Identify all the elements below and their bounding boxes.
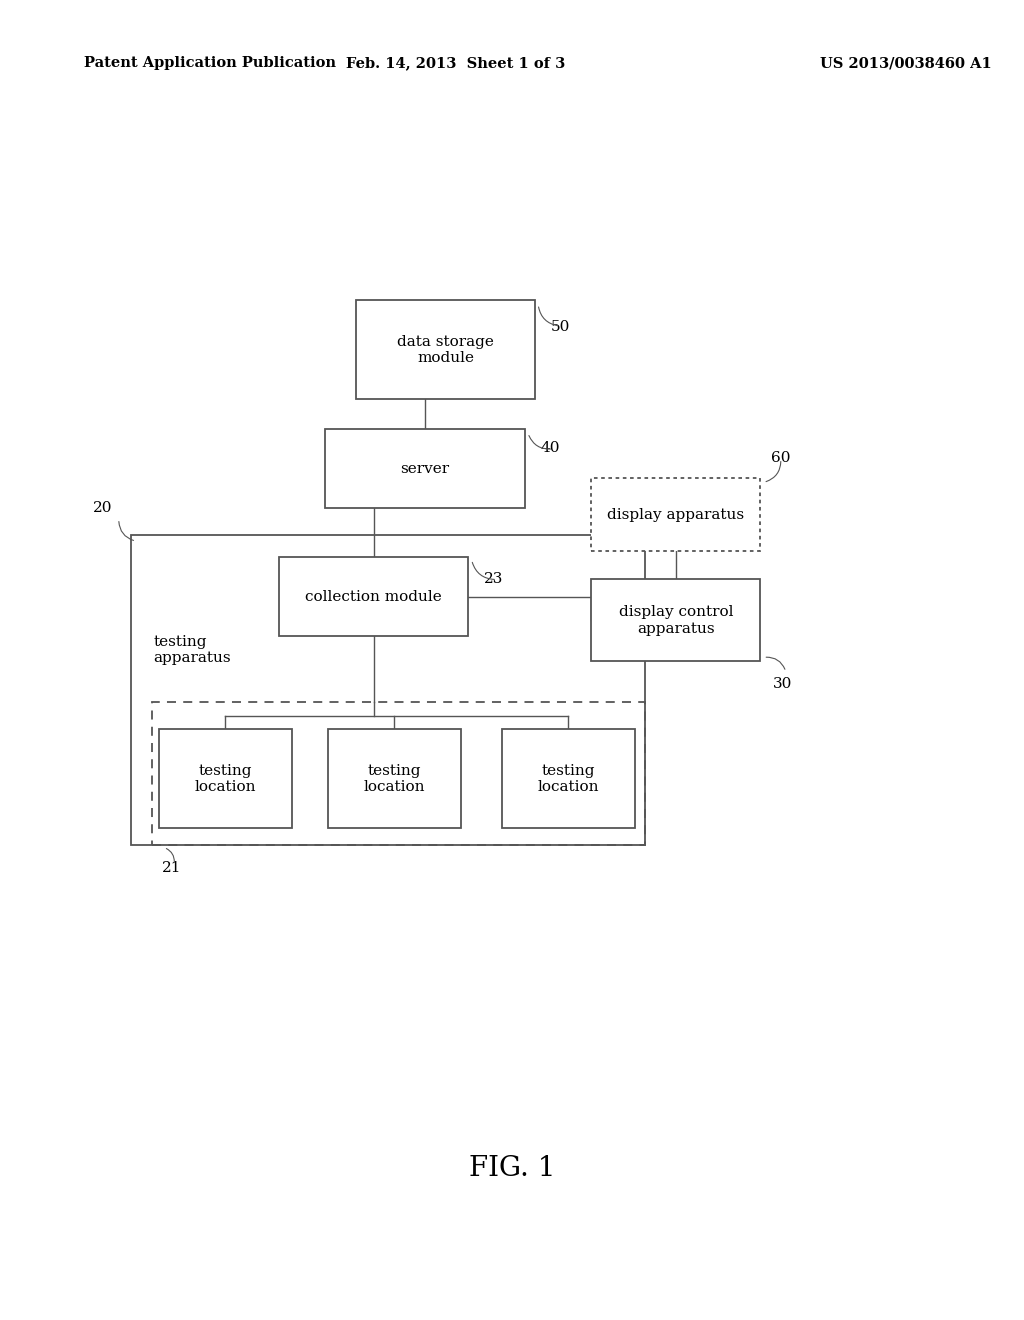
Text: testing
location: testing location [364,764,425,793]
Bar [328,729,461,829]
Bar [159,729,292,829]
Text: 60: 60 [771,451,791,466]
Text: display control
apparatus: display control apparatus [618,606,733,635]
Text: collection module: collection module [305,590,442,603]
Text: 21: 21 [162,861,181,875]
Text: testing
apparatus: testing apparatus [154,635,231,665]
Bar [131,535,645,845]
Text: 50: 50 [551,319,569,334]
Text: Patent Application Publication: Patent Application Publication [84,57,336,70]
Text: 20: 20 [93,500,113,515]
Text: testing
location: testing location [195,764,256,793]
Bar [356,300,535,399]
Bar [592,579,760,661]
Bar [279,557,468,636]
Text: display apparatus: display apparatus [607,508,744,521]
Text: FIG. 1: FIG. 1 [469,1155,555,1181]
Bar [592,479,760,552]
Text: Feb. 14, 2013  Sheet 1 of 3: Feb. 14, 2013 Sheet 1 of 3 [346,57,565,70]
Text: testing
location: testing location [538,764,599,793]
Text: 23: 23 [484,572,503,586]
Bar [326,429,524,508]
Text: 40: 40 [541,441,560,455]
Bar [502,729,635,829]
Text: 30: 30 [773,677,792,692]
Text: US 2013/0038460 A1: US 2013/0038460 A1 [820,57,992,70]
Text: server: server [400,462,450,475]
Text: data storage
module: data storage module [397,335,494,364]
Bar [152,702,645,845]
